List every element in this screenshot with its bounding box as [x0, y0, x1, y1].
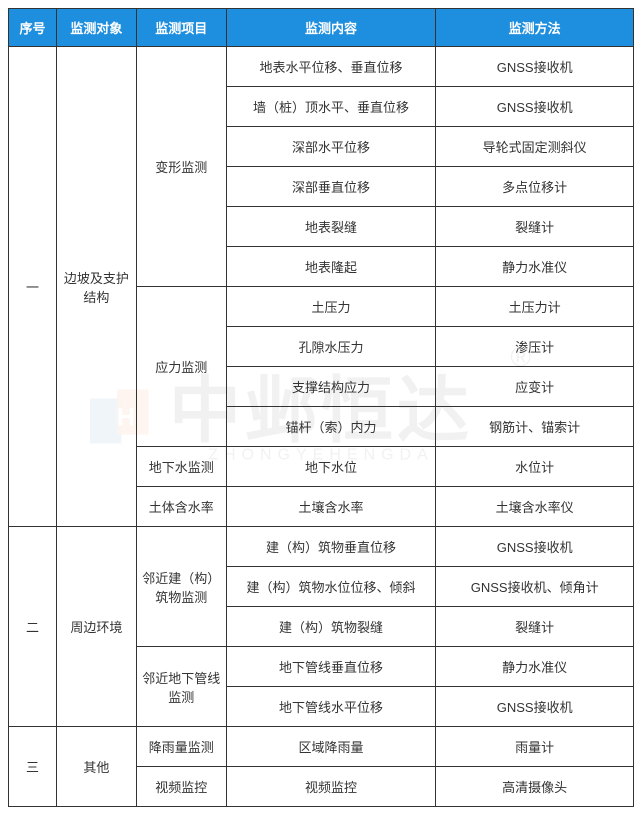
cell-content: 建（构）筑物裂缝: [226, 607, 436, 647]
cell-method: 静力水准仪: [436, 647, 634, 687]
table-row: 一边坡及支护结构变形监测地表水平位移、垂直位移GNSS接收机: [9, 47, 634, 87]
cell-method: 导轮式固定测斜仪: [436, 127, 634, 167]
cell-target: 其他: [56, 727, 136, 807]
cell-method: 多点位移计: [436, 167, 634, 207]
cell-method: 静力水准仪: [436, 247, 634, 287]
table-body: 一边坡及支护结构变形监测地表水平位移、垂直位移GNSS接收机墙（桩）顶水平、垂直…: [9, 47, 634, 807]
cell-seq: 三: [9, 727, 57, 807]
cell-content: 土壤含水率: [226, 487, 436, 527]
table-header-row: 序号 监测对象 监测项目 监测内容 监测方法: [9, 9, 634, 47]
cell-project: 邻近建（构）筑物监测: [136, 527, 226, 647]
cell-content: 深部水平位移: [226, 127, 436, 167]
cell-method: 土壤含水率仪: [436, 487, 634, 527]
cell-method: 土压力计: [436, 287, 634, 327]
cell-project: 邻近地下管线监测: [136, 647, 226, 727]
cell-method: GNSS接收机、倾角计: [436, 567, 634, 607]
cell-content: 锚杆（索）内力: [226, 407, 436, 447]
cell-seq: 一: [9, 47, 57, 527]
cell-method: GNSS接收机: [436, 47, 634, 87]
cell-project: 土体含水率: [136, 487, 226, 527]
cell-content: 深部垂直位移: [226, 167, 436, 207]
cell-method: 裂缝计: [436, 207, 634, 247]
cell-content: 区域降雨量: [226, 727, 436, 767]
header-project: 监测项目: [136, 9, 226, 47]
cell-method: GNSS接收机: [436, 687, 634, 727]
cell-method: 水位计: [436, 447, 634, 487]
cell-content: 建（构）筑物垂直位移: [226, 527, 436, 567]
cell-project: 降雨量监测: [136, 727, 226, 767]
cell-project: 应力监测: [136, 287, 226, 447]
header-target: 监测对象: [56, 9, 136, 47]
cell-method: GNSS接收机: [436, 527, 634, 567]
cell-method: 雨量计: [436, 727, 634, 767]
cell-content: 地下管线垂直位移: [226, 647, 436, 687]
header-method: 监测方法: [436, 9, 634, 47]
table-row: 二周边环境邻近建（构）筑物监测建（构）筑物垂直位移GNSS接收机: [9, 527, 634, 567]
cell-method: GNSS接收机: [436, 87, 634, 127]
cell-method: 裂缝计: [436, 607, 634, 647]
cell-content: 地下管线水平位移: [226, 687, 436, 727]
cell-method: 应变计: [436, 367, 634, 407]
cell-content: 地表隆起: [226, 247, 436, 287]
cell-project: 变形监测: [136, 47, 226, 287]
cell-content: 墙（桩）顶水平、垂直位移: [226, 87, 436, 127]
monitoring-table: 序号 监测对象 监测项目 监测内容 监测方法 一边坡及支护结构变形监测地表水平位…: [8, 8, 634, 807]
cell-seq: 二: [9, 527, 57, 727]
cell-target: 边坡及支护结构: [56, 47, 136, 527]
cell-target: 周边环境: [56, 527, 136, 727]
cell-content: 地下水位: [226, 447, 436, 487]
cell-content: 建（构）筑物水位位移、倾斜: [226, 567, 436, 607]
table-row: 三其他降雨量监测区域降雨量雨量计: [9, 727, 634, 767]
cell-content: 地表水平位移、垂直位移: [226, 47, 436, 87]
cell-content: 孔隙水压力: [226, 327, 436, 367]
header-seq: 序号: [9, 9, 57, 47]
header-content: 监测内容: [226, 9, 436, 47]
cell-project: 地下水监测: [136, 447, 226, 487]
cell-content: 地表裂缝: [226, 207, 436, 247]
cell-method: 钢筋计、锚索计: [436, 407, 634, 447]
cell-content: 支撑结构应力: [226, 367, 436, 407]
cell-method: 渗压计: [436, 327, 634, 367]
cell-content: 土压力: [226, 287, 436, 327]
